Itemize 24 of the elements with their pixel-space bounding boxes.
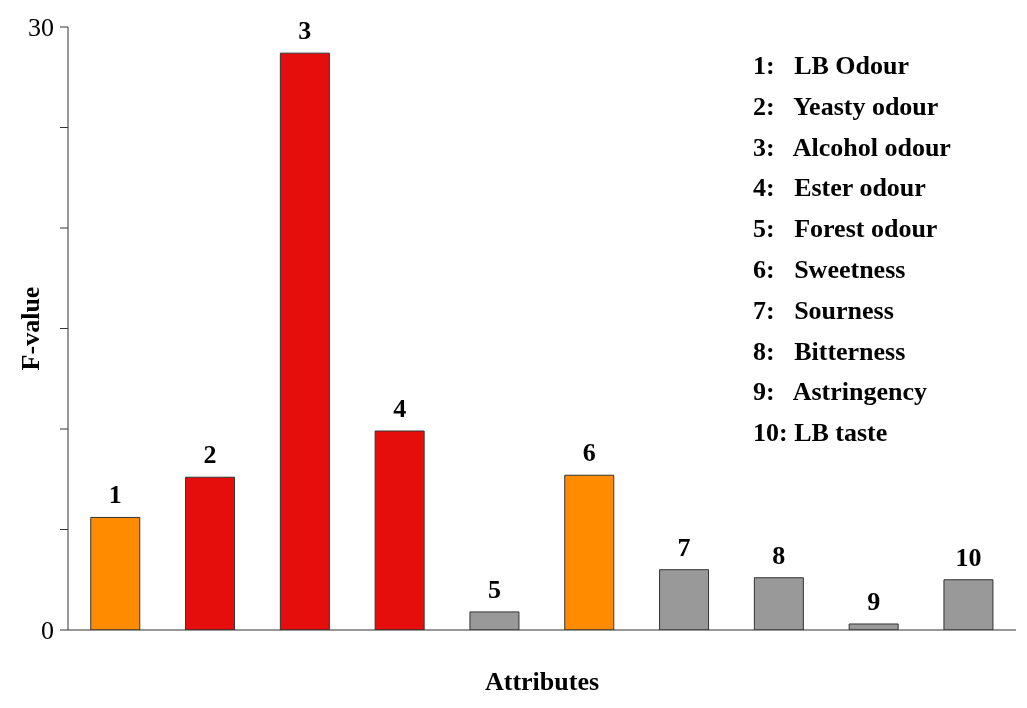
- x-tick-label: 10: [955, 542, 982, 572]
- x-tick-label: 2: [203, 440, 217, 470]
- x-tick-label: 9: [867, 586, 881, 616]
- annotation: 4: Ester odour: [753, 172, 927, 205]
- annotation: 1: LB Odour: [753, 50, 911, 82]
- y-tick-label: 30: [28, 13, 54, 43]
- annotation: 3: Alcohol odour: [753, 131, 951, 164]
- annotation: 2: Yeasty odour: [753, 90, 940, 123]
- x-tick-label: 3: [298, 16, 312, 46]
- y-tick-label: 0: [41, 616, 54, 646]
- annotation: 8: Bitterness: [753, 335, 907, 368]
- annotation: 10: LB taste: [753, 417, 889, 450]
- x-axis-title: Attributes: [484, 667, 600, 696]
- x-tick-label: 1: [108, 480, 122, 510]
- annotation: 9: Astringency: [753, 376, 929, 409]
- x-tick-label: 5: [487, 574, 501, 604]
- x-tick-label: 7: [677, 532, 691, 562]
- annotation: 6: Sweetness: [753, 254, 907, 286]
- x-tick-label: 8: [772, 540, 786, 570]
- x-tick-label: 6: [582, 438, 596, 468]
- annotation: 5: Forest odour: [753, 213, 939, 246]
- y-axis-title: F-value: [16, 286, 46, 371]
- x-tick-label: 4: [393, 394, 407, 424]
- annotation: 7: Sourness: [753, 294, 895, 327]
